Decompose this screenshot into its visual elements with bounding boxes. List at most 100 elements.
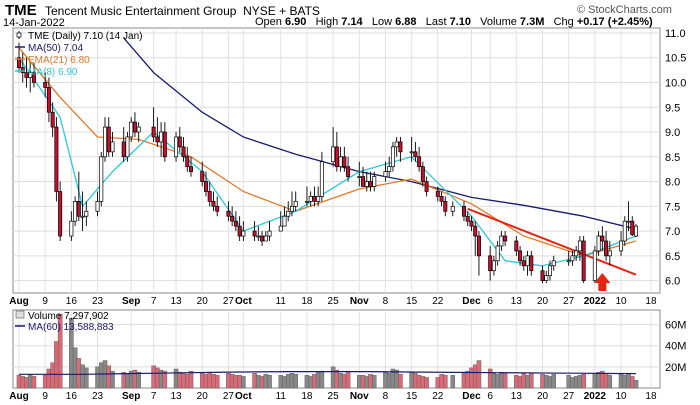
candle-body <box>491 260 496 272</box>
candle-body <box>46 87 51 113</box>
candle-body <box>619 240 624 252</box>
candle-body <box>577 240 582 252</box>
candle-body <box>80 215 85 218</box>
volume-bar <box>132 369 138 389</box>
volume-x-tick-label: 18 <box>645 391 657 402</box>
volume-x-tick-label: 13 <box>170 391 182 402</box>
candle-body <box>278 225 283 232</box>
candle-body <box>368 181 373 187</box>
volume-bar <box>570 377 575 389</box>
x-tick-label: 27 <box>563 296 575 307</box>
volume-x-tick-label: Nov <box>350 391 369 402</box>
volume-bar <box>435 377 441 389</box>
volume-bar <box>185 374 190 389</box>
price-tick-label: 10.5 <box>665 53 686 65</box>
change-value: +0.17 (+2.45%) <box>576 16 653 28</box>
volume-bar <box>618 374 624 389</box>
volume-bar <box>547 376 553 389</box>
x-tick-label: 13 <box>511 296 523 307</box>
price-tick-label: 6.5 <box>665 251 680 263</box>
volume-bar <box>360 375 366 389</box>
volume-bar <box>424 377 429 389</box>
volume-bar <box>214 375 220 389</box>
candle-body <box>390 146 395 168</box>
legend-candle-swatch <box>16 32 22 38</box>
candle-body <box>435 191 440 197</box>
volume-x-tick-label: 22 <box>432 391 444 402</box>
candle-body <box>450 205 455 212</box>
candle-body <box>387 166 392 172</box>
candle-body <box>132 121 137 133</box>
volume-bar <box>181 373 186 389</box>
candle-body <box>215 205 220 212</box>
x-tick-label: 7 <box>151 296 157 307</box>
candle-body <box>439 196 444 202</box>
stockcharts-watermark: © StockCharts.com <box>577 4 672 16</box>
candle-body <box>31 72 36 83</box>
volume-bar <box>592 373 598 389</box>
candle-body <box>548 265 552 277</box>
candle-body <box>394 141 399 148</box>
candle-body <box>319 161 324 197</box>
volume-bar <box>256 375 261 389</box>
price-tick-label: 8.5 <box>665 152 680 164</box>
candle-body <box>308 196 313 202</box>
volume-bar <box>622 375 628 389</box>
volume-bar <box>461 373 467 389</box>
volume-x-tick-label: 18 <box>301 391 313 402</box>
volume-bar <box>368 374 373 389</box>
volume-x-tick-label: 2022 <box>584 391 607 402</box>
x-tick-label: 25 <box>328 296 340 307</box>
volume-bar <box>371 375 377 389</box>
candle-body <box>316 196 321 202</box>
candle-body <box>417 156 422 168</box>
volume-bar <box>27 374 33 389</box>
candle-body <box>207 191 212 202</box>
volume-bar <box>450 375 456 389</box>
candle-body <box>263 235 268 242</box>
volume-bar <box>229 374 235 389</box>
candle-body <box>503 235 508 242</box>
candle-body <box>282 215 287 227</box>
x-tick-label: 11 <box>276 296 287 307</box>
candle-body <box>286 210 291 217</box>
volume-bar <box>551 374 556 389</box>
volume-x-tick-label: 10 <box>615 391 627 402</box>
volume-bar <box>125 373 130 389</box>
candle-body <box>260 235 265 242</box>
candle-body <box>256 235 261 238</box>
candle-body <box>473 225 478 237</box>
volume-bar <box>439 374 444 389</box>
volume-bar <box>465 370 470 389</box>
x-tick-label: 20 <box>197 296 209 307</box>
volume-bar <box>383 371 388 389</box>
candle-body <box>159 131 164 143</box>
candle-body <box>592 250 597 281</box>
candle-body <box>334 146 339 168</box>
candle-body <box>233 220 238 227</box>
candle-body <box>357 176 362 178</box>
x-tick-label: Sep <box>122 296 140 307</box>
volume-bar <box>80 364 85 389</box>
candle-body <box>604 240 609 257</box>
candle-body <box>626 220 631 223</box>
candle-body <box>372 176 377 187</box>
volume-bar <box>110 370 115 389</box>
candle-body <box>342 156 347 168</box>
volume-bar <box>345 370 351 389</box>
volume-bar <box>398 374 403 389</box>
low-value: 6.88 <box>395 16 417 28</box>
volume-bar <box>31 376 37 389</box>
volume-bar <box>177 371 183 389</box>
volume-bar <box>487 368 493 389</box>
volume-bar <box>99 362 104 389</box>
volume-x-tick-label: Aug <box>9 391 28 402</box>
x-tick-label: 23 <box>92 296 104 307</box>
x-tick-label: 6 <box>487 296 493 307</box>
legend-entry-label: MA(50) 7.04 <box>28 43 83 54</box>
volume-bar <box>420 376 426 389</box>
volume-bar <box>46 368 52 389</box>
volume-bar <box>278 375 284 389</box>
volume-bar <box>304 375 310 389</box>
